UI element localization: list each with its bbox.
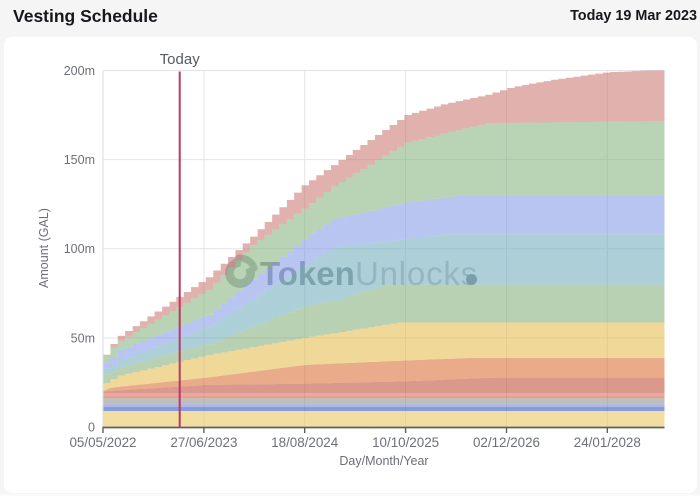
svg-text:27/06/2023: 27/06/2023: [170, 435, 237, 450]
svg-text:Vesting Schedule: Vesting Schedule: [13, 6, 158, 26]
svg-text:100m: 100m: [64, 242, 95, 256]
svg-text:Amount (GAL): Amount (GAL): [37, 208, 51, 288]
svg-text:Day/Month/Year: Day/Month/Year: [339, 454, 428, 468]
svg-text:50m: 50m: [71, 331, 95, 345]
svg-text:0: 0: [88, 421, 95, 435]
svg-text:24/01/2028: 24/01/2028: [574, 435, 641, 450]
svg-text:05/05/2022: 05/05/2022: [69, 435, 136, 450]
svg-text:Today: Today: [160, 51, 201, 68]
svg-text:150m: 150m: [64, 153, 95, 167]
svg-text:200m: 200m: [64, 64, 95, 78]
svg-text:Today 19 Mar 2023: Today 19 Mar 2023: [570, 8, 697, 24]
svg-text:02/12/2026: 02/12/2026: [473, 435, 540, 450]
svg-text:10/10/2025: 10/10/2025: [372, 435, 439, 450]
svg-text:18/08/2024: 18/08/2024: [271, 435, 339, 450]
